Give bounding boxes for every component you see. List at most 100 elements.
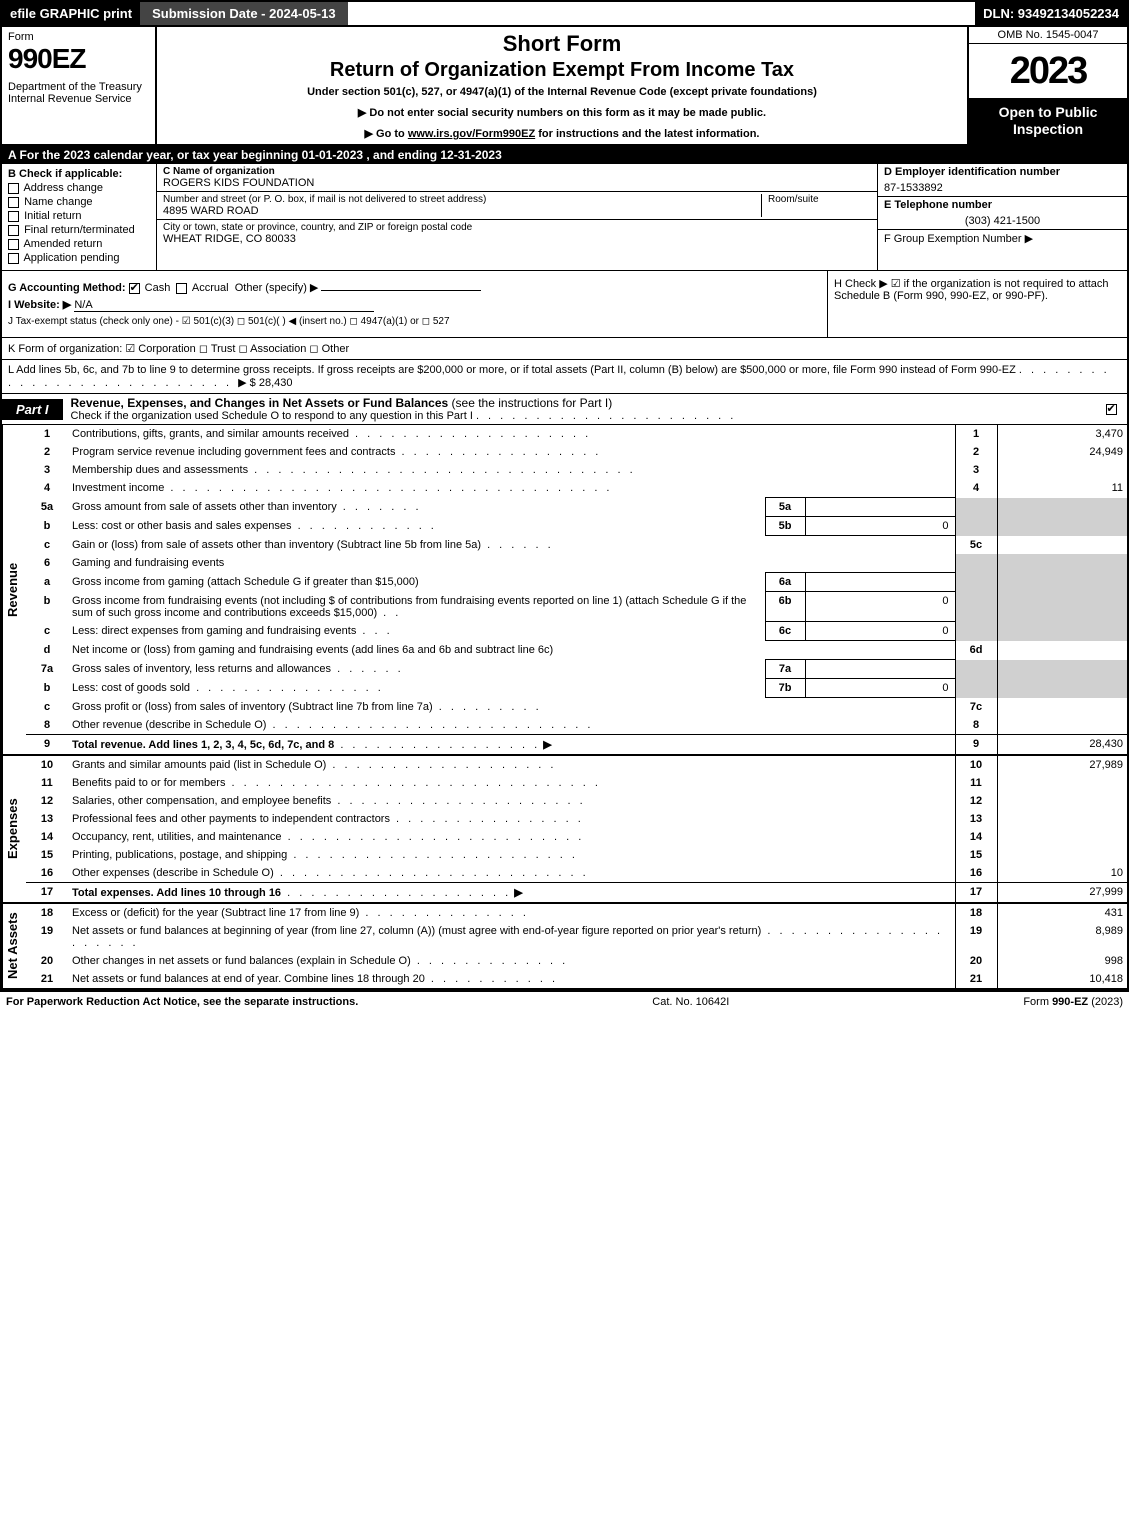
- r2-box: 2: [955, 443, 997, 461]
- irs-link[interactable]: www.irs.gov/Form990EZ: [408, 128, 535, 140]
- line-g: G Accounting Method: Cash Accrual Other …: [8, 281, 821, 294]
- r1-box: 1: [955, 425, 997, 443]
- row-15: 15 Printing, publications, postage, and …: [26, 846, 1127, 864]
- row-19: 19 Net assets or fund balances at beginn…: [26, 922, 1127, 952]
- city: WHEAT RIDGE, CO 80033: [163, 233, 871, 245]
- r5a-shaded: [955, 498, 997, 517]
- r6-desc: Gaming and fundraising events: [68, 554, 955, 573]
- row-14: 14 Occupancy, rent, utilities, and maint…: [26, 828, 1127, 846]
- instr-goto-suffix: for instructions and the latest informat…: [535, 128, 759, 140]
- r2-num: 2: [26, 443, 68, 461]
- netassets-table: 18 Excess or (deficit) for the year (Sub…: [26, 904, 1127, 988]
- r6-amt-shaded: [997, 554, 1127, 573]
- r5b-num: b: [26, 517, 68, 536]
- r8-desc: Other revenue (describe in Schedule O): [72, 719, 266, 731]
- r21-box: 21: [955, 970, 997, 988]
- line-a: A For the 2023 calendar year, or tax yea…: [2, 146, 1127, 164]
- chk-final-return-label: Final return/terminated: [24, 224, 135, 236]
- r7c-box: 7c: [955, 698, 997, 717]
- r18-amt: 431: [997, 904, 1127, 922]
- r9-desc: Total revenue. Add lines 1, 2, 3, 4, 5c,…: [72, 739, 334, 751]
- r6a-desc: Gross income from gaming (attach Schedul…: [68, 573, 765, 592]
- r11-num: 11: [26, 774, 68, 792]
- chk-amended-return-label: Amended return: [23, 238, 102, 250]
- chk-application-pending-label: Application pending: [23, 252, 119, 264]
- r6-num: 6: [26, 554, 68, 573]
- r9-amt: 28,430: [997, 735, 1127, 755]
- r14-box: 14: [955, 828, 997, 846]
- r13-amt: [997, 810, 1127, 828]
- part1-title: Revenue, Expenses, and Changes in Net As…: [63, 394, 1097, 424]
- r7a-shaded: [955, 660, 997, 679]
- r6b-num: b: [26, 592, 68, 622]
- return-title: Return of Organization Exempt From Incom…: [167, 59, 957, 82]
- r5a-amt-shaded: [997, 498, 1127, 517]
- r16-box: 16: [955, 864, 997, 883]
- expenses-table: 10 Grants and similar amounts paid (list…: [26, 756, 1127, 902]
- part1-header: Part I Revenue, Expenses, and Changes in…: [2, 394, 1127, 425]
- r17-amt: 27,999: [997, 883, 1127, 903]
- other-label: Other (specify) ▶: [235, 282, 319, 294]
- r3-amt: [997, 461, 1127, 479]
- r7b-desc: Less: cost of goods sold: [72, 682, 190, 694]
- chk-address-change-label: Address change: [23, 182, 103, 194]
- r7c-num: c: [26, 698, 68, 717]
- r4-num: 4: [26, 479, 68, 498]
- r6c-amt-shaded: [997, 622, 1127, 641]
- chk-initial-return-label: Initial return: [24, 210, 81, 222]
- row-18: 18 Excess or (deficit) for the year (Sub…: [26, 904, 1127, 922]
- line-h: H Check ▶ ☑ if the organization is not r…: [827, 271, 1127, 337]
- chk-application-pending[interactable]: Application pending: [8, 252, 150, 264]
- row-6c: c Less: direct expenses from gaming and …: [26, 622, 1127, 641]
- chk-cash[interactable]: [129, 283, 140, 294]
- chk-accrual[interactable]: [176, 283, 187, 294]
- part1-checkbox[interactable]: [1097, 403, 1127, 415]
- f-label: F Group Exemption Number ▶: [878, 229, 1127, 247]
- expenses-section: Expenses 10 Grants and similar amounts p…: [2, 756, 1127, 904]
- chk-amended-return[interactable]: Amended return: [8, 238, 150, 250]
- row-ghi: G Accounting Method: Cash Accrual Other …: [2, 271, 1127, 338]
- other-specify-field[interactable]: [321, 290, 481, 291]
- short-form-title: Short Form: [167, 31, 957, 57]
- row-20: 20 Other changes in net assets or fund b…: [26, 952, 1127, 970]
- part1-title-text: Revenue, Expenses, and Changes in Net As…: [71, 396, 449, 410]
- topbar-spacer: [348, 2, 976, 25]
- r16-amt: 10: [997, 864, 1127, 883]
- chk-final-return[interactable]: Final return/terminated: [8, 224, 150, 236]
- row-17: 17 Total expenses. Add lines 10 through …: [26, 883, 1127, 903]
- chk-name-change[interactable]: Name change: [8, 196, 150, 208]
- r17-box: 17: [955, 883, 997, 903]
- arrow-icon: ▶: [543, 739, 551, 751]
- header-left: Form 990EZ Department of the Treasury In…: [2, 27, 157, 144]
- r7b-amt-shaded: [997, 679, 1127, 698]
- r6b-amt-shaded: [997, 592, 1127, 622]
- efile-label[interactable]: efile GRAPHIC print: [2, 2, 140, 25]
- box-def: D Employer identification number 87-1533…: [877, 164, 1127, 270]
- chk-initial-return[interactable]: Initial return: [8, 210, 150, 222]
- r15-box: 15: [955, 846, 997, 864]
- chk-address-change[interactable]: Address change: [8, 182, 150, 194]
- line-l-text: L Add lines 5b, 6c, and 7b to line 9 to …: [8, 364, 1016, 376]
- line-i: I Website: ▶ N/A: [8, 298, 821, 312]
- r20-num: 20: [26, 952, 68, 970]
- line-l-amount: ▶ $ 28,430: [238, 377, 292, 389]
- website-value: N/A: [74, 299, 374, 312]
- r13-num: 13: [26, 810, 68, 828]
- r4-box: 4: [955, 479, 997, 498]
- street-label: Number and street (or P. O. box, if mail…: [163, 194, 761, 205]
- r6c-desc: Less: direct expenses from gaming and fu…: [72, 625, 356, 637]
- r20-amt: 998: [997, 952, 1127, 970]
- street: 4895 WARD ROAD: [163, 205, 761, 217]
- box-c: C Name of organization ROGERS KIDS FOUND…: [157, 164, 877, 270]
- footer: For Paperwork Reduction Act Notice, see …: [0, 992, 1129, 1012]
- ein: 87-1533892: [878, 180, 1127, 196]
- netassets-side-label: Net Assets: [2, 904, 26, 988]
- r5b-iv: 0: [805, 517, 955, 536]
- r13-box: 13: [955, 810, 997, 828]
- r20-box: 20: [955, 952, 997, 970]
- submission-date: Submission Date - 2024-05-13: [140, 2, 348, 25]
- phone: (303) 421-1500: [878, 213, 1127, 229]
- r16-desc: Other expenses (describe in Schedule O): [72, 867, 274, 879]
- r6d-num: d: [26, 641, 68, 660]
- row-9: 9 Total revenue. Add lines 1, 2, 3, 4, 5…: [26, 735, 1127, 755]
